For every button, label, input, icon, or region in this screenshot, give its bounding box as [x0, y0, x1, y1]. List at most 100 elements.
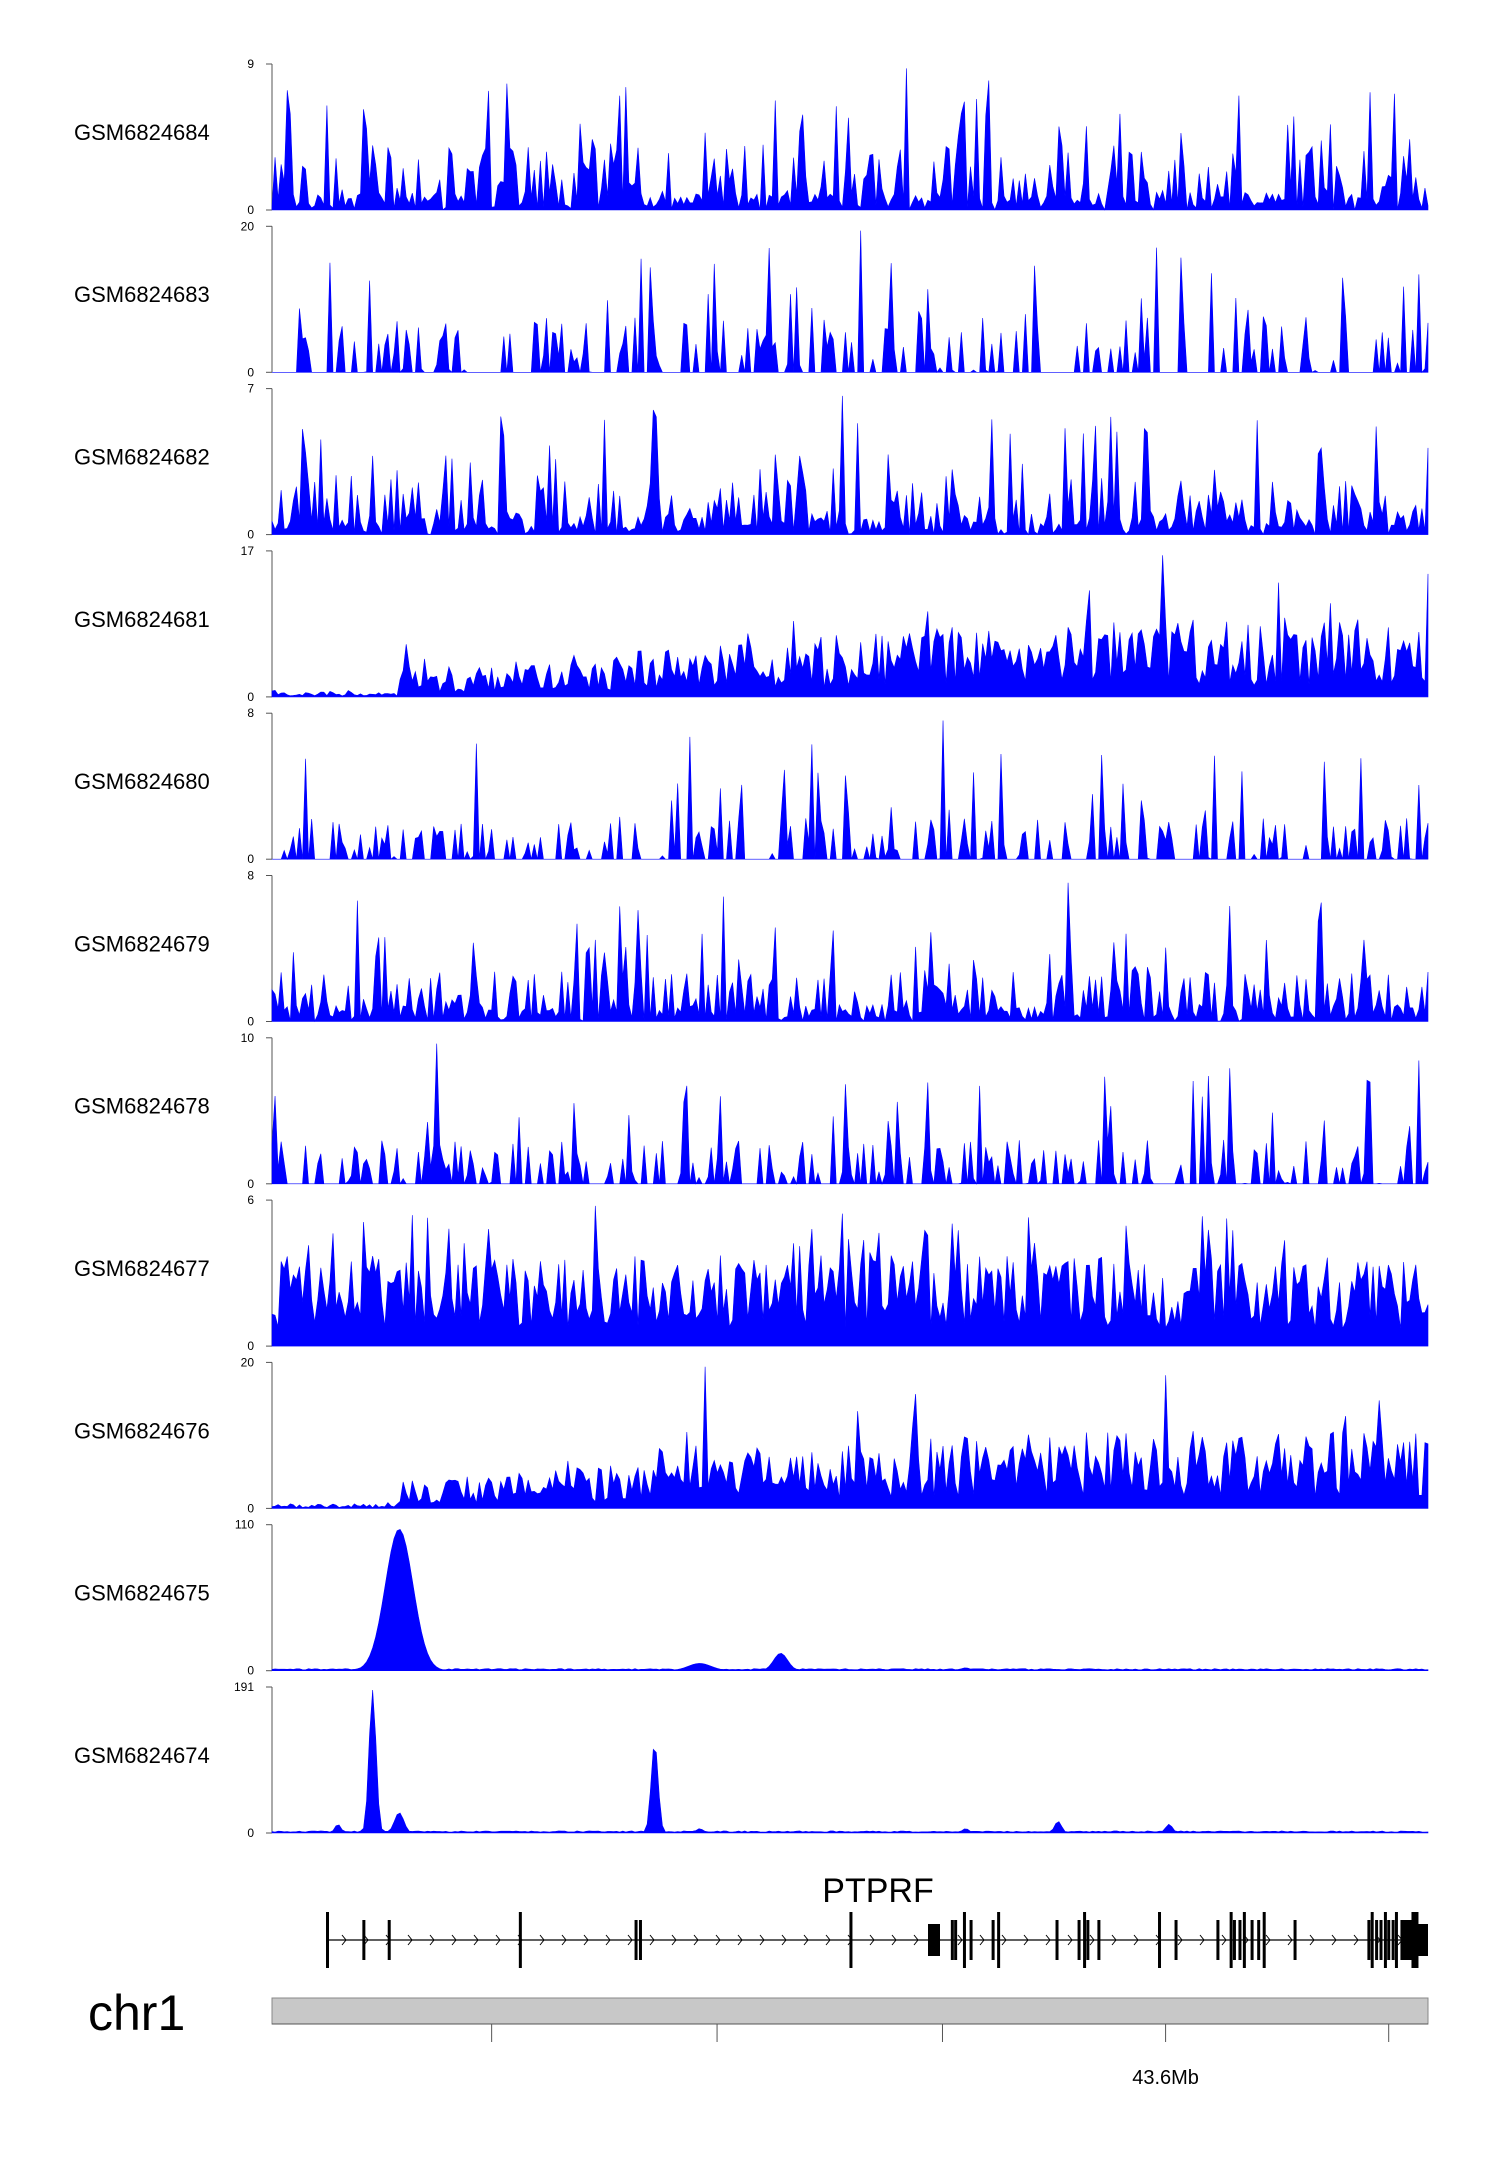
- exon: [1238, 1920, 1242, 1960]
- strand-arrow: [913, 1934, 919, 1946]
- exon: [1055, 1920, 1059, 1960]
- exon: [1383, 1912, 1387, 1968]
- exon: [1293, 1920, 1297, 1960]
- exon: [1250, 1920, 1254, 1960]
- strand-arrow: [473, 1934, 479, 1946]
- strand-arrow: [1089, 1934, 1095, 1946]
- chromosome-label: chr1: [88, 1985, 185, 2041]
- strand-arrow: [429, 1934, 435, 1946]
- y-zero-label: 0: [247, 1177, 254, 1191]
- track-label: GSM6824677: [74, 1256, 210, 1281]
- exon-block: [928, 1924, 940, 1956]
- y-max-label: 8: [247, 869, 254, 883]
- y-zero-label: 0: [247, 852, 254, 866]
- strand-arrow: [539, 1934, 545, 1946]
- y-zero-label: 0: [247, 690, 254, 704]
- exon: [1387, 1920, 1391, 1960]
- exon: [1174, 1920, 1178, 1960]
- y-max-label: 20: [241, 219, 255, 233]
- strand-arrow: [407, 1934, 413, 1946]
- exon: [849, 1912, 853, 1968]
- track-label: GSM6824681: [74, 607, 210, 632]
- strand-arrow: [1287, 1934, 1293, 1946]
- strand-arrow: [605, 1934, 611, 1946]
- exon: [1257, 1920, 1261, 1960]
- exon: [1083, 1912, 1087, 1968]
- strand-arrow: [803, 1934, 809, 1946]
- track-label: GSM6824684: [74, 120, 210, 145]
- exon: [634, 1920, 638, 1960]
- chromosome-bar: [271, 1997, 1429, 2025]
- strand-arrow: [561, 1934, 567, 1946]
- strand-arrow: [1221, 1934, 1227, 1946]
- signal-area-GSM6824674: [271, 1689, 1429, 1834]
- exon: [969, 1920, 973, 1960]
- exon: [326, 1912, 329, 1968]
- y-max-label: 10: [241, 1031, 255, 1045]
- y-zero-label: 0: [247, 1015, 254, 1029]
- strand-arrow: [1067, 1934, 1073, 1946]
- strand-arrow: [693, 1934, 699, 1946]
- y-max-label: 191: [234, 1680, 254, 1694]
- y-zero-label: 0: [247, 1826, 254, 1840]
- signal-area-GSM6824675: [271, 1529, 1429, 1671]
- exon: [1262, 1912, 1266, 1968]
- track-label: GSM6824676: [74, 1418, 210, 1443]
- strand-arrow: [1199, 1934, 1205, 1946]
- strand-arrow: [1353, 1934, 1359, 1946]
- strand-arrow: [341, 1934, 347, 1946]
- strand-arrow: [1001, 1934, 1007, 1946]
- exon: [387, 1920, 391, 1960]
- signal-area-GSM6824682: [271, 395, 1429, 536]
- strand-arrow: [451, 1934, 457, 1946]
- strand-arrow: [671, 1934, 677, 1946]
- strand-arrow: [627, 1934, 633, 1946]
- track-label: GSM6824675: [74, 1581, 210, 1606]
- y-zero-label: 0: [247, 1664, 254, 1678]
- track-label: GSM6824680: [74, 769, 210, 794]
- exon: [997, 1912, 1001, 1968]
- strand-arrow: [715, 1934, 721, 1946]
- exon: [1232, 1920, 1236, 1960]
- y-max-label: 110: [235, 1518, 254, 1532]
- strand-arrow: [1023, 1934, 1029, 1946]
- signal-area-GSM6824683: [272, 230, 1429, 374]
- track-label: GSM6824678: [74, 1094, 210, 1119]
- exon: [954, 1920, 958, 1960]
- strand-arrow: [1111, 1934, 1117, 1946]
- exon: [1229, 1912, 1233, 1968]
- strand-arrow: [1177, 1934, 1183, 1946]
- track-label: GSM6824674: [74, 1743, 210, 1768]
- y-max-label: 6: [247, 1193, 254, 1207]
- exon: [362, 1920, 366, 1960]
- y-max-label: 17: [241, 544, 255, 558]
- exon: [1370, 1912, 1374, 1968]
- y-zero-label: 0: [247, 528, 254, 542]
- signal-area-GSM6824679: [271, 882, 1429, 1023]
- strand-arrow: [869, 1934, 875, 1946]
- exon: [1394, 1912, 1398, 1968]
- y-zero-label: 0: [247, 1339, 254, 1353]
- y-zero-label: 0: [247, 365, 254, 379]
- y-zero-label: 0: [247, 203, 254, 217]
- exon: [1405, 1920, 1413, 1960]
- exon: [1077, 1920, 1081, 1960]
- track-label: GSM6824682: [74, 445, 210, 470]
- strand-arrow: [583, 1934, 589, 1946]
- y-max-label: 7: [247, 382, 254, 396]
- strand-arrow: [891, 1934, 897, 1946]
- signal-area-GSM6824681: [271, 555, 1429, 698]
- strand-arrow: [781, 1934, 787, 1946]
- signal-area-GSM6824677: [271, 1205, 1429, 1347]
- exon: [638, 1920, 642, 1960]
- strand-arrow: [495, 1934, 501, 1946]
- track-label: GSM6824679: [74, 931, 210, 956]
- exon: [991, 1920, 995, 1960]
- strand-arrow: [979, 1934, 985, 1946]
- signal-area-GSM6824678: [271, 1043, 1429, 1185]
- strand-arrow: [759, 1934, 765, 1946]
- track-label: GSM6824683: [74, 282, 210, 307]
- signal-area-GSM6824684: [271, 68, 1429, 211]
- strand-arrow: [957, 1934, 963, 1946]
